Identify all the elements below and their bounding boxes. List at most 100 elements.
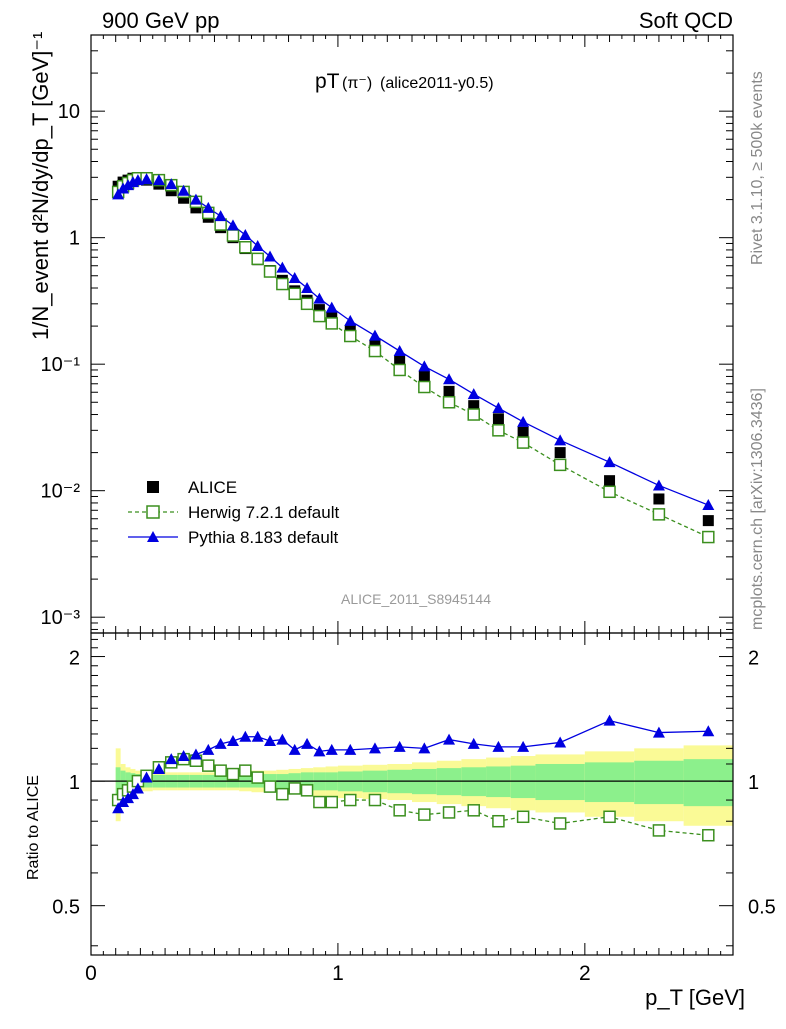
alice-point [443,385,455,397]
alice-point [178,192,190,204]
pythia-ratio-point [202,743,215,755]
alice-point [554,447,566,459]
pythia-point [112,188,125,200]
legend-pythia-marker [147,531,159,542]
alice-point [492,413,504,425]
herwig-ratio-point [467,804,480,817]
pythia-point [325,301,338,313]
data-series [111,171,715,842]
herwig-point [276,277,289,291]
pythia-ratio-point [652,726,665,738]
herwig-point [393,363,406,377]
pythia-ratio-point [467,737,480,749]
herwig-ratio-point [344,793,357,807]
herwig-point [325,317,338,330]
herwig-point [516,436,530,449]
ratio-y-tick-label-right: 2 [748,648,759,670]
pythia-ratio-point [603,714,616,726]
y-tick-label: 10⁻² [41,481,81,503]
alice-point [604,475,616,487]
herwig-ratio-point [214,764,227,777]
pythia-ratio-point [368,742,381,754]
herwig-point [226,229,240,242]
pythia-point [393,345,406,357]
pythia-ratio-point [313,745,326,757]
herwig-ratio-point [313,795,326,809]
herwig-point [288,287,301,301]
pythia-ratio-point [214,737,227,749]
herwig-point [368,344,382,358]
alice-point [394,355,406,367]
herwig-ratio-point [239,764,252,777]
main-title-pt: pT [315,70,340,93]
main-title-particle: (π⁻) [342,75,372,92]
pythia-point [189,193,202,205]
herwig-point [239,241,252,254]
pythia-point [443,373,456,385]
pythia-point [467,388,480,400]
herwig-ratio-point [202,759,215,772]
pythia-point [152,174,165,186]
herwig-point [702,530,715,544]
pythia-point [554,434,567,446]
stat-band-bin [535,763,585,801]
y-tick-label: 10 [58,101,80,123]
herwig-point [313,309,326,323]
legend-alice-label: ALICE [188,478,237,497]
pythia-point [239,228,252,240]
herwig-ratio-point [393,804,406,817]
herwig-ratio-point [276,787,289,801]
alice-point [517,426,529,438]
ratio-y-tick-label: 2 [69,648,80,670]
x-axis-label: p_T [GeV] [645,985,745,1010]
herwig-point [300,297,314,311]
herwig-ratio-point [300,784,314,797]
pythia-point [264,250,277,262]
stat-band-bin [634,760,684,805]
ratio-y-tick-label: 1 [69,772,80,794]
pythia-ratio-point [418,742,431,754]
pythia-ratio-point [702,725,715,737]
herwig-point [344,329,357,343]
alice-point [653,493,665,505]
ratio-y-tick-label: 0.5 [52,897,80,919]
herwig-point [418,380,431,394]
herwig-point [263,265,277,278]
herwig-ratio-point [652,824,666,837]
alice-point [702,515,714,527]
herwig-ratio-point [603,810,616,824]
pythia-point [288,271,301,283]
herwig-point [442,396,456,409]
herwig-point [553,458,567,472]
pythia-point [131,174,144,186]
herwig-ratio-point [418,808,431,821]
ratio-y-label: Ratio to ALICE [25,775,42,880]
herwig-ratio-point [325,795,338,809]
header-left: 900 GeV pp [102,8,219,33]
pythia-ratio-point [177,749,190,761]
pythia-ratio-point [393,740,406,752]
header-right: Soft QCD [639,8,733,33]
pythia-point [652,479,665,491]
legend-pythia-label: Pythia 8.183 default [188,528,339,547]
x-tick-label: 2 [579,962,591,985]
pythia-ratio-point [492,740,505,752]
herwig-point [251,252,264,266]
herwig-ratio-point [442,806,456,819]
herwig-ratio-point [516,810,530,824]
herwig-ratio-point [368,793,382,807]
main-title-tag: (alice2011-y0.5) [380,75,494,92]
pythia-point [344,314,357,326]
main-title: pT (π⁻) (alice2011-y0.5) [315,70,494,93]
pythia-point [214,210,227,222]
watermark: ALICE_2011_S8945144 [341,591,491,607]
pythia-point [313,292,326,304]
pythia-point [368,329,381,341]
pythia-point [251,239,264,251]
pythia-ratio-point [554,736,567,748]
herwig-ratio-point [226,767,240,781]
pythia-ratio-point [301,737,314,749]
pythia-ratio-point [126,788,139,800]
alice-point [313,304,325,316]
rivet-label: Rivet 3.1.10, ≥ 500k events [749,71,766,265]
